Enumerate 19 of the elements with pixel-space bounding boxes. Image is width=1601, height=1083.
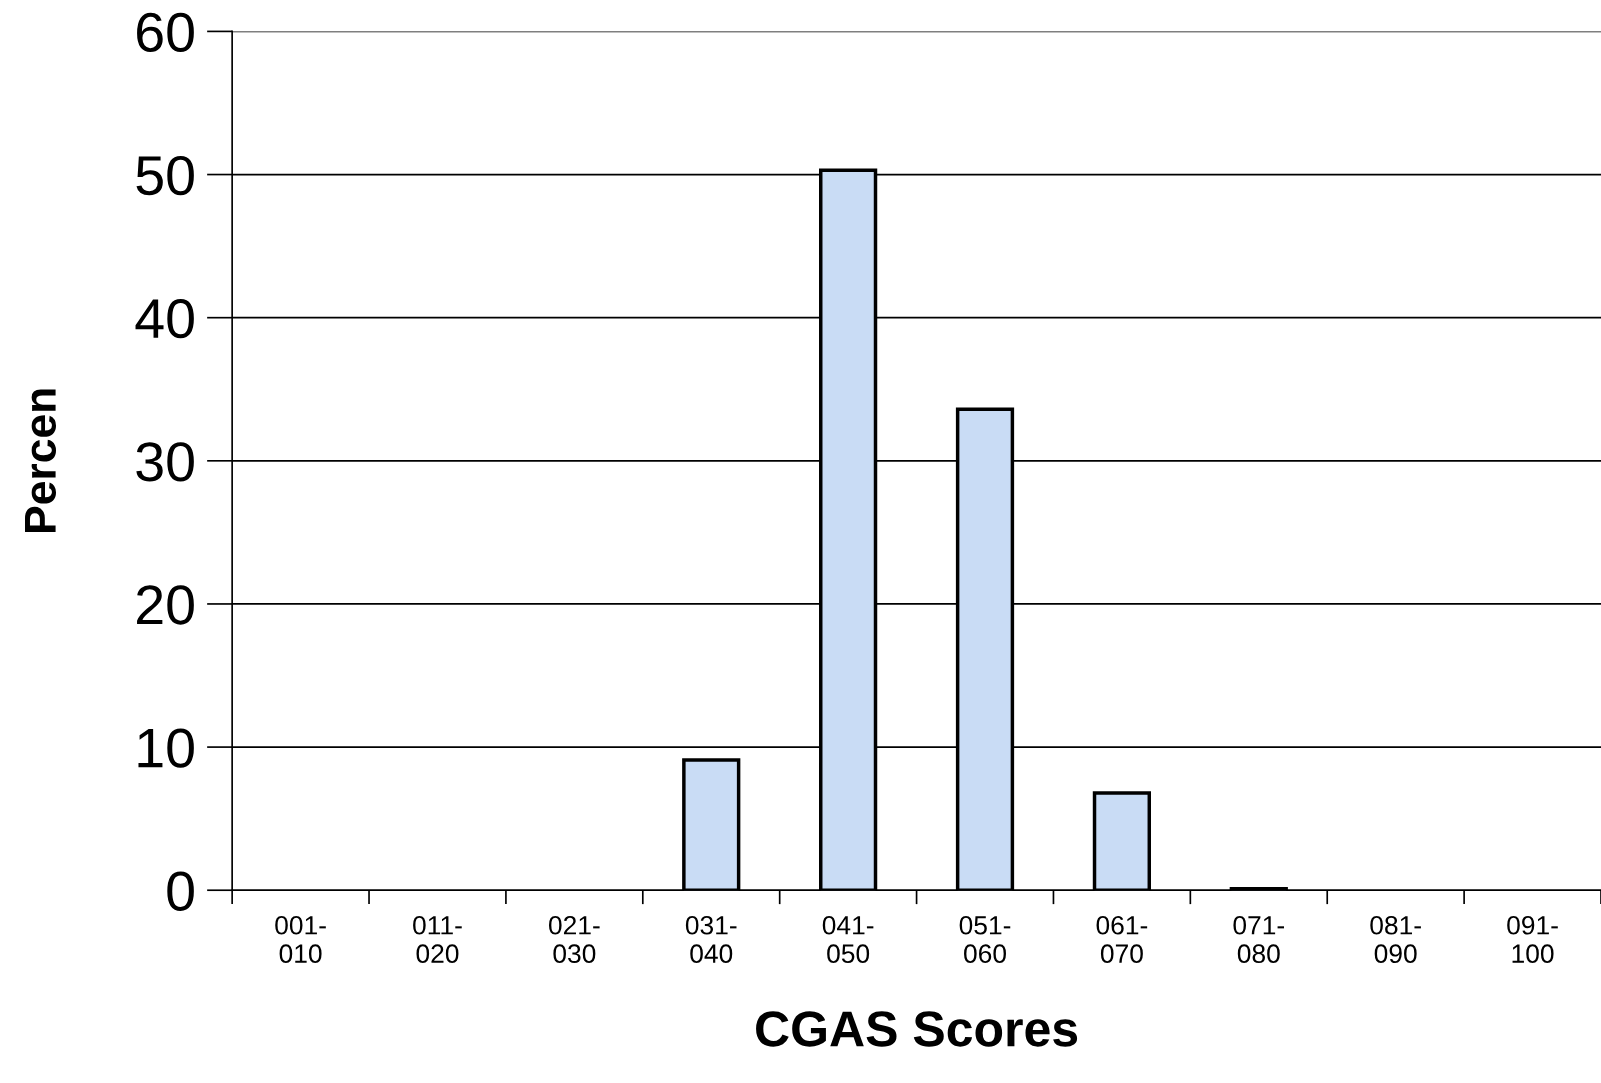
x-tick-label: 031- 040 [685,915,737,964]
y-tick-label: 60 [137,12,194,53]
x-tick-label: 081- 090 [1370,915,1421,964]
x-tick-label: 041- 050 [822,915,874,964]
x-tick-label: 061- 070 [1096,915,1148,964]
x-axis-title: CGAS Scores [756,1011,1078,1047]
y-tick-label: 30 [136,442,194,482]
x-tick-label: 011- 020 [413,915,462,964]
x-tick-label: 091- 100 [1507,915,1558,964]
y-tick-label: 20 [137,585,194,625]
x-tick-label: 021- 030 [548,915,600,964]
y-tick-label: 40 [135,299,194,339]
y-tick-label: 0 [167,871,194,911]
y-tick-label: 10 [138,728,194,768]
x-tick-label: 001- 010 [275,915,326,964]
y-axis-title: Percen [25,389,57,532]
y-tick-label: 50 [136,155,194,196]
x-tick-label: 071- 080 [1233,915,1285,964]
x-tick-label: 051- 060 [959,915,1011,964]
